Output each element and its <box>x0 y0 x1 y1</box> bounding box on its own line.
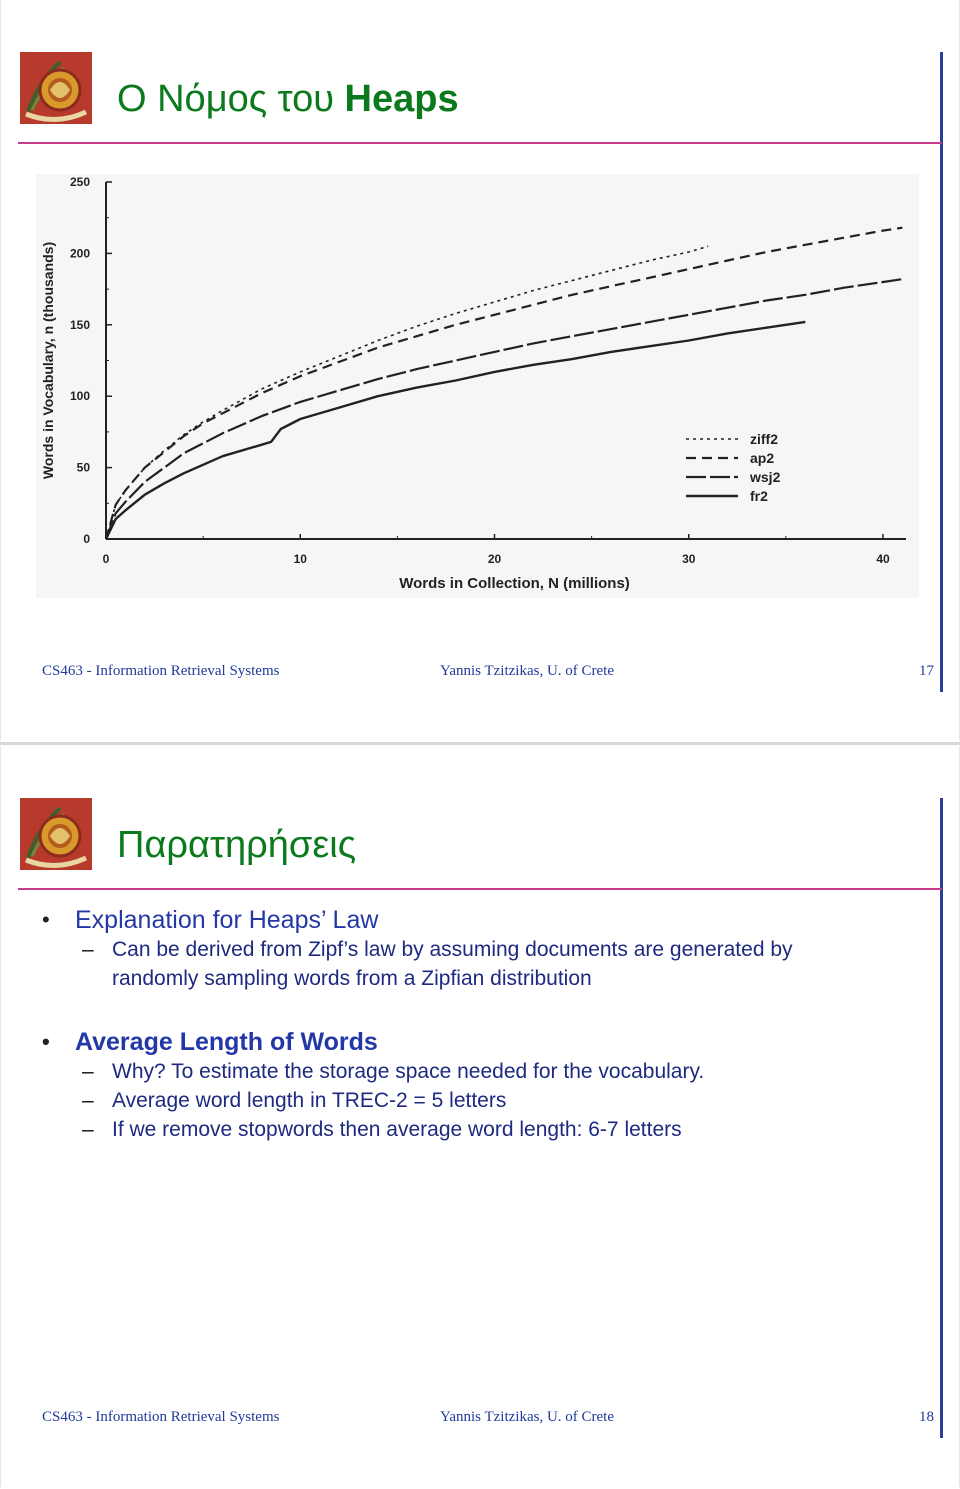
y-tick-label: 50 <box>77 461 91 475</box>
vertical-rule <box>940 798 943 1438</box>
title-text: Ο Νόμος του <box>117 78 345 120</box>
bullet-list: Explanation for Heaps’ Law Can be derive… <box>42 905 922 1144</box>
x-tick-label: 0 <box>103 552 110 566</box>
footer-author: Yannis Tzitzikas, U. of Crete <box>440 1409 615 1425</box>
y-tick-label: 200 <box>70 246 90 260</box>
sub-bullet: Why? To estimate the storage space neede… <box>42 1057 922 1086</box>
slide-17: Ο Νόμος του Heaps 0 10 20 30 40 0 50 100 150 200 2… <box>0 0 960 741</box>
x-tick-label: 30 <box>682 552 696 566</box>
horizontal-rule <box>18 142 942 144</box>
slide-border-left <box>0 746 1 1487</box>
sub-bullet: Average word length in TREC-2 = 5 letter… <box>42 1086 922 1115</box>
y-axis-label: Words in Vocabulary, n (thousands) <box>40 242 56 479</box>
slide-border-left <box>0 0 1 741</box>
y-tick-label: 150 <box>70 318 90 332</box>
series-line-wsj2 <box>104 278 903 540</box>
footer-course: CS463 - Information Retrieval Systems <box>42 663 280 679</box>
sub-bullet-continuation: randomly sampling words from a Zipfian d… <box>112 967 592 990</box>
legend-label-wsj2: wsj2 <box>749 469 781 485</box>
legend-label-ap2: ap2 <box>750 450 774 466</box>
series-line-fr2 <box>104 320 806 540</box>
legend-label-fr2: fr2 <box>750 488 768 504</box>
slide-title: Ο Νόμος του Heaps <box>117 78 459 121</box>
footer-course: CS463 - Information Retrieval Systems <box>42 1409 280 1425</box>
title-bold-text: Heaps <box>344 78 459 120</box>
bullet-heaps-explanation: Explanation for Heaps’ Law <box>42 905 922 935</box>
vertical-rule <box>940 52 943 692</box>
sub-bullet: Can be derived from Zipf’s law by assumi… <box>42 935 922 964</box>
slide-title: Παρατηρήσεις <box>117 824 357 866</box>
x-tick-label: 10 <box>294 552 308 566</box>
x-tick-label: 20 <box>488 552 502 566</box>
chart-svg: 0 10 20 30 40 0 50 100 150 200 250 Words in Collect… <box>40 175 906 592</box>
y-tick-label: 100 <box>70 389 90 403</box>
footer-page-number: 18 <box>919 1409 934 1425</box>
footer-page-number: 17 <box>919 663 934 679</box>
series-line-ziff2 <box>105 245 709 540</box>
university-logo <box>20 798 92 870</box>
x-tick-label: 40 <box>876 552 890 566</box>
page-separator <box>0 742 960 745</box>
y-tick-label: 250 <box>70 175 90 189</box>
spacer <box>42 993 922 1027</box>
y-tick-label: 0 <box>83 532 90 546</box>
footer-author: Yannis Tzitzikas, U. of Crete <box>440 663 615 679</box>
legend-label-ziff2: ziff2 <box>750 431 778 447</box>
series-line-ap2 <box>104 226 903 540</box>
horizontal-rule <box>18 888 942 890</box>
heaps-law-chart: 0 10 20 30 40 0 50 100 150 200 250 Words in Collect… <box>36 174 919 598</box>
university-logo <box>20 52 92 124</box>
x-axis-label: Words in Collection, N (millions) <box>399 575 630 592</box>
bullet-average-length: Average Length of Words <box>42 1027 922 1057</box>
sub-bullet: If we remove stopwords then average word… <box>42 1115 922 1144</box>
